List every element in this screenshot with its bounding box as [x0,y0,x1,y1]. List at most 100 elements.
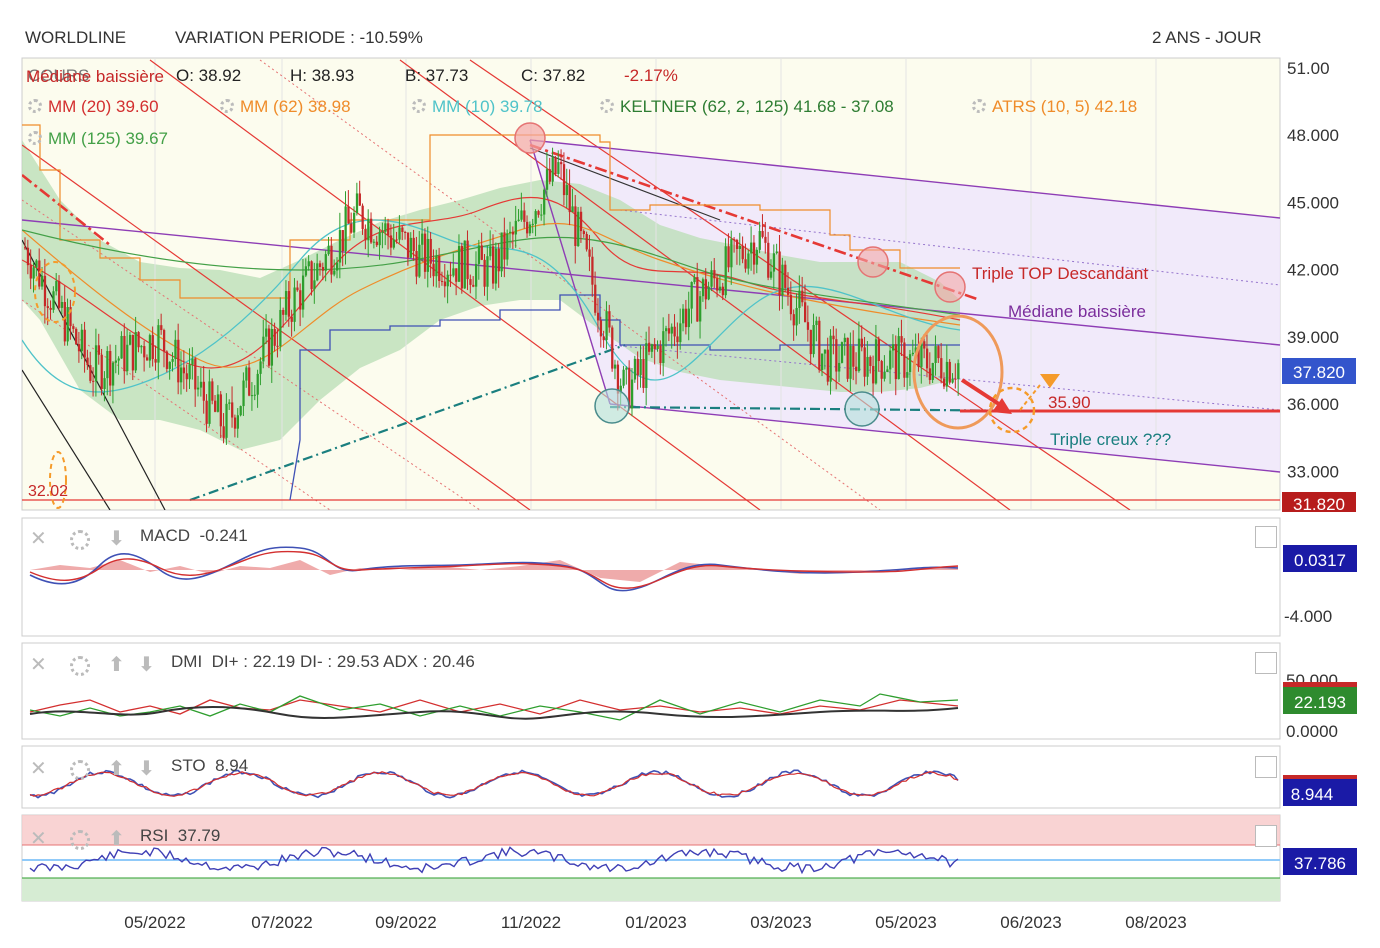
mediane-label: Médiane baissière [1008,302,1146,321]
arrow-down-icon[interactable]: ⬇ [138,758,155,780]
candle-body [406,232,410,258]
candle-body [151,335,154,360]
mm62-label[interactable]: MM (62) 38.98 [240,97,351,116]
candle-body [208,381,211,424]
candle-body [951,378,954,383]
candle-body [608,311,611,328]
candle-body [940,358,943,379]
arrow-down-icon[interactable]: ⬇ [138,654,155,676]
candle-body [744,259,747,269]
candle-body [917,347,920,367]
candle-body [665,328,668,332]
candle-body [894,344,898,380]
candle-body [855,366,858,372]
candle-body [650,344,654,352]
atrs-label[interactable]: ATRS (10, 5) 42.18 [992,97,1138,116]
mediane-overlap-label: Médiane baissière [26,67,164,86]
mm125-label[interactable]: MM (125) 39.67 [48,129,168,148]
candle-body [752,242,756,265]
candle-body [537,211,540,215]
gear-icon[interactable] [70,830,90,850]
candle-body [168,361,171,369]
mm10-label[interactable]: MM (10) 39.78 [432,97,543,116]
candle-body [89,365,92,381]
rsi-value: 37.79 [177,826,221,845]
candle-body [83,329,86,358]
candle-body [786,287,790,295]
y-tick-label: 36.000 [1287,395,1339,414]
dmi-checkbox[interactable] [1255,652,1277,674]
arrow-up-icon[interactable]: ⬆ [108,828,125,850]
candle-body [727,246,730,268]
candle-body [219,394,222,427]
candle-body [372,241,376,243]
candle-body [389,235,393,248]
keltner-label[interactable]: KELTNER (62, 2, 125) 41.68 - 37.08 [620,97,894,116]
gear-icon[interactable] [600,99,614,113]
arrow-down-icon[interactable]: ⬇ [108,528,125,550]
gear-icon[interactable] [70,656,90,676]
candle-body [418,244,421,277]
candle-body [494,248,498,284]
close-icon[interactable]: ✕ [30,528,47,550]
candle-body [869,356,872,367]
x-tick-label: 01/2023 [625,913,686,932]
candle-body [594,284,597,313]
close-icon[interactable]: ✕ [30,758,47,780]
candle-body [596,312,600,321]
candle-body [636,358,639,376]
candle-body [565,185,569,196]
candle-body [942,378,946,387]
candle-body [361,205,364,230]
candle-body [117,358,120,361]
candle-body [307,261,310,267]
gear-icon[interactable] [70,530,90,550]
candle-body [645,343,648,388]
candle-body [171,358,174,362]
candle-body [509,231,512,234]
candle-body [778,251,781,296]
candle-body [908,354,912,373]
gear-icon[interactable] [972,99,986,113]
candle-body [392,239,395,248]
candle-body [398,227,401,240]
period-selector[interactable]: 2 ANS - JOUR [1152,28,1262,47]
x-tick-label: 09/2022 [375,913,436,932]
macd-checkbox[interactable] [1255,526,1277,548]
candle-body [877,339,881,362]
gear-icon[interactable] [28,131,42,145]
candle-body [815,320,818,326]
sto-checkbox[interactable] [1255,756,1277,778]
candle-body [806,322,810,330]
gear-icon[interactable] [412,99,426,113]
candle-body [350,223,353,233]
candle-body [66,307,69,342]
candle-body [188,364,191,380]
support-price-value: 31.820 [1293,495,1345,514]
orange-ellipse [912,314,1004,430]
gear-icon[interactable] [70,760,90,780]
candle-body [747,253,750,269]
arrow-up-icon[interactable]: ⬆ [108,758,125,780]
rsi-checkbox[interactable] [1255,825,1277,847]
gear-icon[interactable] [28,99,42,113]
candle-body [562,164,566,196]
candle-body [270,328,274,366]
candle-body [466,240,469,280]
candle-body [157,325,160,363]
dmi-value: DI+ : 22.19 DI- : 29.53 ADX : 20.46 [211,652,475,671]
close-icon[interactable]: ✕ [30,654,47,676]
close-icon[interactable]: ✕ [30,828,47,850]
candle-body [931,362,934,380]
candle-body [616,364,620,394]
y-tick-label: 42.000 [1287,261,1339,280]
gear-icon[interactable] [220,99,234,113]
candle-body [891,344,895,351]
candle-body [216,394,220,412]
candle-body [860,338,863,348]
arrow-up-icon[interactable]: ⬆ [108,654,125,676]
candle-body [911,352,915,355]
mm20-label[interactable]: MM (20) 39.60 [48,97,159,116]
candle-body [367,218,370,241]
keltner-envelope [22,140,960,450]
